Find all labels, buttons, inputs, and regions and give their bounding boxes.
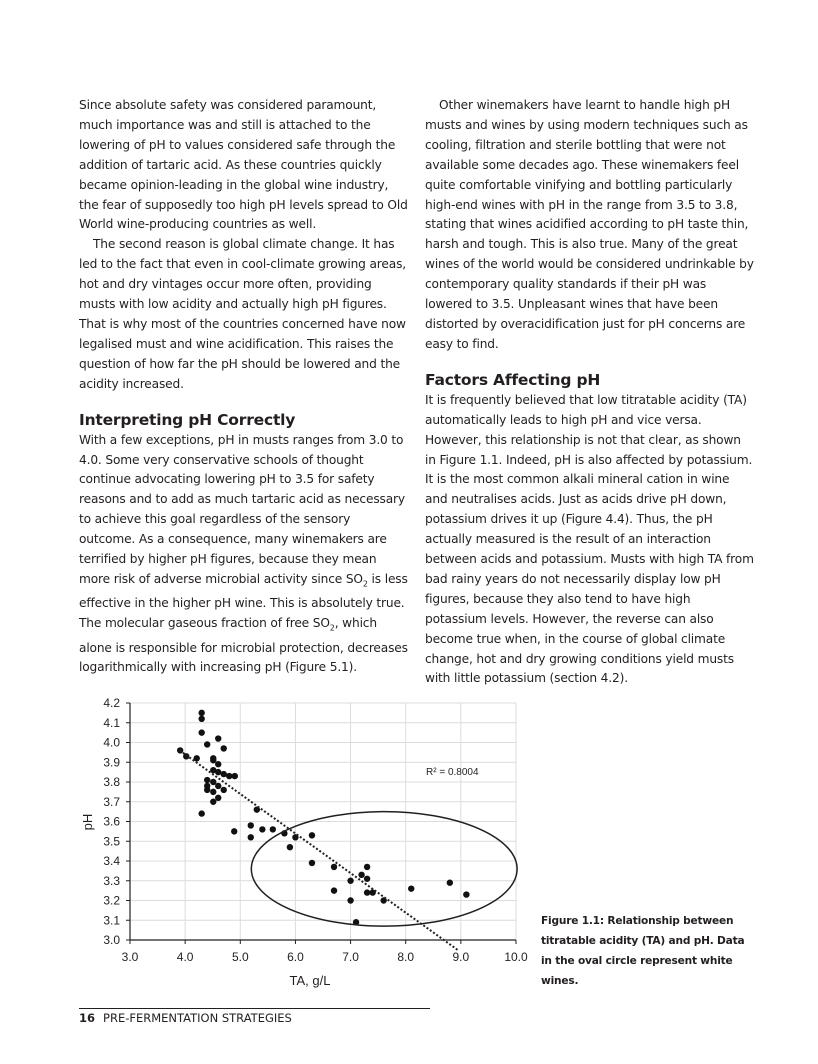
data-point [308,832,316,839]
x-tick-label: 4.0 [177,950,194,964]
section-heading: Interpreting pH Correctly [79,410,296,429]
data-point [215,761,222,768]
data-point [231,772,238,780]
data-point [247,822,254,829]
y-tick-label: 3.8 [103,775,120,789]
data-point [210,778,217,786]
data-point [363,875,371,882]
data-point [193,755,200,762]
page-number: 16 [79,1011,96,1025]
data-point [259,826,266,833]
y-tick-label: 3.4 [103,854,120,868]
data-point [204,776,211,784]
data-point [215,794,222,801]
right-column: Other winemakers have learnt to handle h… [425,96,755,689]
data-point [210,766,217,774]
y-tick-label: 3.3 [103,874,120,888]
x-tick-label: 8.0 [397,950,414,964]
text: With a few exceptions, pH in musts range… [79,432,405,586]
paragraph: It is frequently believed that low titra… [425,392,754,686]
data-point [330,863,338,871]
scatter-chart: 3.0 3.1 3.2 3.3 3.4 3.5 3.6 3.7 3.8 3.9 4.0 4.1 4.2 3… [80,696,528,988]
y-tick-label: 3.5 [103,834,120,848]
y-tick-label: 3.7 [103,795,120,809]
y-tick-label: 3.1 [103,913,120,927]
white-wine-oval [250,810,518,927]
y-tick-label: 4.0 [103,736,120,750]
data-point [198,715,205,722]
y-tick-label: 3.0 [103,933,120,947]
data-point [215,768,222,776]
data-point [210,757,217,764]
x-tick-label: 3.0 [122,950,139,964]
x-tick-label: 9.0 [453,950,470,964]
y-tick-label: 4.2 [103,696,120,710]
data-point [204,786,211,794]
data-point [330,887,338,894]
x-axis-label: TA, g/L [290,973,331,988]
data-points [176,709,470,926]
data-point [446,879,454,886]
y-tick-label: 4.1 [103,716,120,730]
footer-divider [79,1008,430,1009]
data-point [215,782,222,790]
x-tick-label: 5.0 [232,950,249,964]
data-point [408,885,415,892]
data-point [347,877,354,884]
subscript: 2 [329,623,335,633]
data-point [358,871,365,879]
data-point [215,735,222,742]
data-point [308,859,316,867]
y-tick-label: 3.2 [103,894,120,908]
figure-caption: Figure 1.1: Relationship between titrata… [541,915,745,987]
data-point [210,798,217,805]
data-point [286,843,294,851]
y-tick-label: 3.6 [103,815,120,829]
y-axis-label: pH [80,814,95,831]
data-point [247,834,254,841]
grid [130,702,517,940]
running-footer: PRE-FERMENTATION STRATEGIES [103,1011,292,1025]
data-point [226,772,233,780]
paragraph: Other winemakers have learnt to handle h… [425,98,754,351]
paragraph: The second reason is global climate chan… [79,237,406,391]
data-point [231,828,238,835]
data-point [198,709,205,717]
trendline [179,749,459,951]
x-tick-label: 6.0 [287,950,304,964]
data-point [220,745,227,752]
text: is less effective in the higher pH wine.… [79,571,408,631]
data-point [363,863,371,871]
x-tick-label: 10.0 [504,950,528,964]
data-point [269,826,277,833]
data-point [352,919,360,926]
data-point [204,741,211,748]
left-column: Since absolute safety was considered par… [79,96,409,678]
data-point [463,891,470,898]
subscript: 2 [362,579,368,589]
data-point [210,788,217,796]
data-point [347,897,354,904]
paragraph: With a few exceptions, pH in musts range… [79,431,409,679]
r-squared-label: R² = 0.8004 [426,767,479,778]
paragraph: Since absolute safety was considered par… [79,98,408,232]
data-point [220,770,227,778]
data-point [198,810,205,817]
data-point [220,786,227,794]
axes: 3.0 3.1 3.2 3.3 3.4 3.5 3.6 3.7 3.8 3.9 4.0 4.1 4.2 3… [103,696,528,964]
text: , which alone is responsible for microbi… [79,616,408,675]
data-point [363,889,371,896]
y-tick-label: 3.9 [103,755,120,769]
section-heading: Factors Affecting pH [425,370,601,389]
page-footer: 16 PRE-FERMENTATION STRATEGIES [79,1011,292,1025]
x-tick-label: 7.0 [342,950,359,964]
data-point [198,729,205,736]
